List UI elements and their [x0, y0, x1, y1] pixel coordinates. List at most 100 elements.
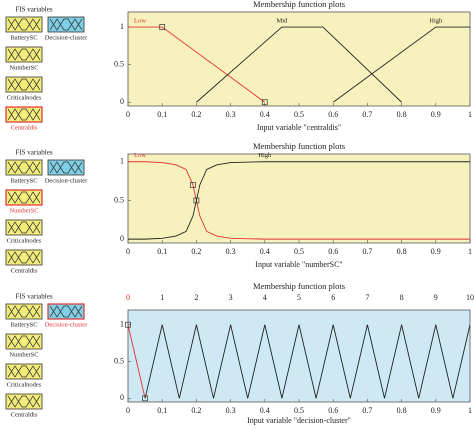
fis-icon-shape — [7, 395, 41, 408]
fis-icon-shape — [7, 305, 41, 318]
mf-line — [144, 324, 180, 399]
fis-icon-shape — [7, 365, 41, 378]
x-tick-label: 0.9 — [431, 406, 441, 415]
x-axis-label: Input variable "decision-cluster" — [247, 416, 351, 425]
plot-area — [127, 11, 471, 107]
x-tick-label: 0.5 — [294, 110, 304, 119]
fis-variable-icon — [5, 76, 43, 93]
fis-variable-label: Decision-cluster — [45, 177, 88, 184]
x-tick-label: 0.4 — [260, 406, 270, 415]
mf-marker — [142, 395, 148, 402]
mf-line — [128, 161, 470, 240]
fis-variable-label: Centraldis — [11, 124, 38, 131]
fis-icon-shape — [7, 365, 41, 378]
mf-name: 6 — [331, 293, 335, 302]
fis-icon-shape — [7, 191, 41, 204]
mf-name: 4 — [263, 293, 267, 302]
fis-icon-shape — [7, 221, 41, 234]
fis-icon-shape — [7, 335, 41, 348]
mf-marker — [261, 99, 268, 106]
fis-icon-shape — [7, 161, 41, 174]
fis-variable-label: NumberSC — [9, 64, 38, 71]
mf-name: Low — [134, 18, 146, 25]
y-tick-label: 0 — [120, 234, 124, 243]
y-tick-label: 0 — [120, 393, 124, 402]
y-tick-label: 1 — [120, 320, 124, 329]
mf-line — [418, 324, 454, 399]
mf-name: 2 — [194, 293, 198, 302]
fis-variable-icon — [5, 393, 43, 410]
mf-line — [128, 324, 146, 399]
fis-variable-label: NumberSC — [9, 207, 38, 214]
x-tick-label: 0.4 — [260, 247, 270, 256]
fis-icon-shape — [7, 48, 41, 61]
y-tick-label: 1 — [120, 157, 124, 166]
x-tick-label: 0.1 — [157, 406, 167, 415]
x-tick-label: 0.7 — [362, 247, 372, 256]
series-group — [128, 26, 470, 103]
fis-icon-shape — [49, 161, 83, 174]
mf-name: 3 — [229, 293, 233, 302]
fis-icon-shape — [7, 48, 41, 61]
mf-line — [332, 26, 470, 103]
x-tick-label: 0.4 — [260, 110, 270, 119]
fis-icon-shape — [49, 18, 83, 31]
mf-name: 9 — [434, 293, 438, 302]
mf-name: High — [258, 152, 272, 159]
fis-variable-icon — [5, 16, 43, 33]
mf-line — [178, 324, 214, 399]
mf-line — [196, 26, 402, 103]
chart-title: Membership function plots — [253, 0, 345, 9]
fis-variable-label: Criticalnodes — [7, 381, 42, 388]
x-tick-label: 0.5 — [294, 406, 304, 415]
fis-icon-shape — [7, 161, 41, 174]
fis-variable-label: BatterySC — [10, 321, 37, 328]
x-tick-label: 0.3 — [226, 406, 236, 415]
x-tick-label: 1 — [468, 406, 472, 415]
fis-title: FIS variables — [15, 149, 52, 157]
mf-name: 7 — [365, 293, 369, 302]
mf-name: High — [429, 18, 443, 25]
x-tick-label: 0.2 — [191, 406, 201, 415]
mf-line — [213, 324, 249, 399]
x-tick-label: 0.9 — [431, 110, 441, 119]
fis-icon-shape — [7, 251, 41, 264]
fis-icon-shape — [49, 161, 83, 174]
y-tick-label: 0 — [120, 97, 124, 106]
fis-icon-shape — [49, 305, 83, 318]
fis-icon-shape — [7, 78, 41, 91]
x-tick-label: 0.3 — [226, 247, 236, 256]
fis-icon-shape — [7, 251, 41, 264]
fis-icon-shape — [7, 18, 41, 31]
mf-line — [349, 324, 385, 399]
x-tick-label: 1 — [468, 247, 472, 256]
mf-line — [247, 324, 283, 399]
mf-line — [128, 26, 266, 103]
fis-variable-label: Centraldis — [11, 411, 38, 418]
fis-icon-shape — [7, 108, 41, 121]
fis-icon-shape — [49, 18, 83, 31]
x-tick-label: 0.8 — [397, 247, 407, 256]
x-tick-label: 0.7 — [362, 406, 372, 415]
x-tick-label: 0.6 — [328, 110, 338, 119]
mf-marker — [190, 182, 196, 188]
x-tick-label: 0.1 — [157, 110, 167, 119]
mf-line — [452, 324, 470, 399]
x-axis-label: Input variable "numberSC" — [255, 260, 342, 269]
mf-name: 1 — [160, 293, 164, 302]
fis-variable-icon — [5, 189, 43, 206]
mf-line — [315, 324, 351, 399]
plot-area — [127, 153, 471, 244]
fis-icon-shape — [7, 18, 41, 31]
y-tick-label: 0.5 — [114, 356, 124, 365]
x-tick-label: 0.9 — [431, 247, 441, 256]
fis-variable-icon — [5, 106, 43, 123]
mf-name: Low — [134, 152, 146, 159]
fis-icon-shape — [7, 335, 41, 348]
fis-title: FIS variables — [15, 6, 52, 14]
fis-variable-icon — [47, 303, 85, 320]
x-tick-label: 0.1 — [157, 247, 167, 256]
fis-icon-shape — [7, 191, 41, 204]
fis-variable-label: Decision-cluster — [45, 321, 88, 328]
fis-variable-label: BatterySC — [10, 34, 37, 41]
